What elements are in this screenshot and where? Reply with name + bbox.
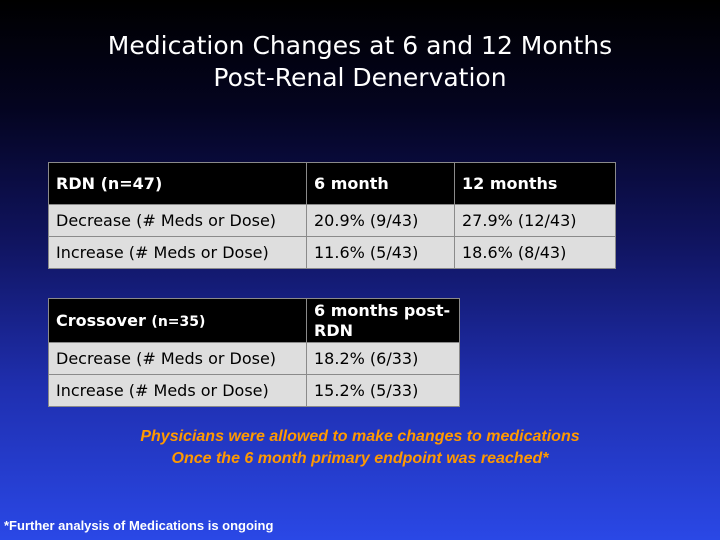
slide-title: Medication Changes at 6 and 12 Months Po…: [0, 30, 720, 94]
physician-note: Physicians were allowed to make changes …: [0, 426, 720, 470]
rdn-table: RDN (n=47) 6 month 12 months Decrease (#…: [48, 162, 616, 269]
crossover-header-label: Crossover (n=35): [48, 298, 307, 343]
cell-6month: 20.9% (9/43): [306, 204, 455, 237]
row-label: Increase (# Meds or Dose): [48, 374, 307, 407]
cell-12months: 18.6% (8/43): [454, 236, 616, 269]
table-row: Increase (# Meds or Dose) 11.6% (5/43) 1…: [48, 236, 616, 269]
title-line-2: Post-Renal Denervation: [213, 63, 507, 92]
crossover-table: Crossover (n=35) 6 months post-RDN Decre…: [48, 298, 460, 407]
rdn-header-12months: 12 months: [454, 162, 616, 205]
rdn-table-header: RDN (n=47) 6 month 12 months: [48, 162, 616, 205]
rdn-header-label: RDN (n=47): [48, 162, 307, 205]
cell-6months-post: 18.2% (6/33): [306, 342, 460, 375]
cell-6month: 11.6% (5/43): [306, 236, 455, 269]
cell-6months-post: 15.2% (5/33): [306, 374, 460, 407]
note-line-1: Physicians were allowed to make changes …: [140, 428, 580, 445]
crossover-header-6months: 6 months post-RDN: [306, 298, 460, 343]
crossover-table-header: Crossover (n=35) 6 months post-RDN: [48, 298, 460, 343]
footnote: *Further analysis of Medications is ongo…: [4, 518, 274, 533]
row-label: Decrease (# Meds or Dose): [48, 342, 307, 375]
cell-12months: 27.9% (12/43): [454, 204, 616, 237]
note-line-2: Once the 6 month primary endpoint was re…: [171, 450, 549, 467]
rdn-header-6month: 6 month: [306, 162, 455, 205]
crossover-label: Crossover: [56, 311, 146, 330]
table-row: Decrease (# Meds or Dose) 18.2% (6/33): [48, 342, 460, 375]
title-line-1: Medication Changes at 6 and 12 Months: [107, 31, 613, 60]
table-row: Decrease (# Meds or Dose) 20.9% (9/43) 2…: [48, 204, 616, 237]
row-label: Increase (# Meds or Dose): [48, 236, 307, 269]
table-row: Increase (# Meds or Dose) 15.2% (5/33): [48, 374, 460, 407]
row-label: Decrease (# Meds or Dose): [48, 204, 307, 237]
crossover-n: (n=35): [151, 314, 206, 330]
